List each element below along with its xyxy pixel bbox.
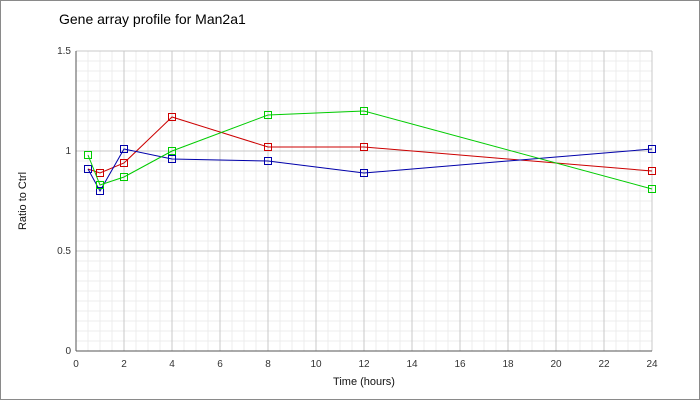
data-point-marker [264, 111, 272, 119]
x-tick-label: 6 [217, 359, 223, 370]
y-tick-labels: 0 0.5 1 1.5 [57, 46, 71, 357]
x-tick-label: 20 [550, 359, 562, 370]
x-axis-label: Time (hours) [333, 376, 395, 388]
x-tick-label: 12 [358, 359, 370, 370]
x-tick-label: 2 [121, 359, 127, 370]
series-line-3 [87, 110, 653, 190]
y-axis-label: Ratio to Ctrl [17, 172, 29, 230]
data-point-marker [120, 159, 128, 167]
x-tick-label: 0 [73, 359, 79, 370]
x-tick-label: 16 [454, 359, 466, 370]
data-point-marker [96, 187, 104, 195]
axes [75, 51, 652, 352]
y-tick-label: 0 [65, 346, 71, 357]
data-point-marker [96, 169, 104, 177]
x-tick-label: 4 [169, 359, 175, 370]
data-point-marker [84, 165, 92, 173]
data-point-marker [96, 181, 104, 189]
series-group [84, 107, 656, 195]
data-point-marker [120, 145, 128, 153]
y-tick-label: 0.5 [57, 246, 71, 257]
data-point-marker [360, 169, 368, 177]
x-tick-label: 22 [598, 359, 610, 370]
data-point-marker [648, 185, 656, 193]
series-line-2 [87, 148, 653, 193]
series-line-1 [87, 116, 653, 174]
data-point-marker [360, 107, 368, 115]
data-point-marker [264, 143, 272, 151]
data-point-marker [168, 155, 176, 163]
data-point-marker [120, 173, 128, 181]
x-tick-label: 24 [646, 359, 658, 370]
data-point-marker [168, 113, 176, 121]
x-tick-label: 10 [310, 359, 322, 370]
y-tick-label: 1.5 [57, 46, 71, 57]
y-tick-label: 1 [65, 146, 71, 157]
data-point-marker [360, 143, 368, 151]
x-tick-label: 14 [406, 359, 418, 370]
data-point-marker [168, 147, 176, 155]
chart-title: Gene array profile for Man2a1 [59, 11, 246, 27]
x-tick-labels: 0 2 4 6 8 10 12 14 16 18 20 22 24 [73, 359, 658, 370]
data-point-marker [84, 151, 92, 159]
data-point-marker [264, 157, 272, 165]
x-tick-label: 18 [502, 359, 514, 370]
data-point-marker [648, 167, 656, 175]
data-point-marker [648, 145, 656, 153]
x-tick-label: 8 [265, 359, 271, 370]
